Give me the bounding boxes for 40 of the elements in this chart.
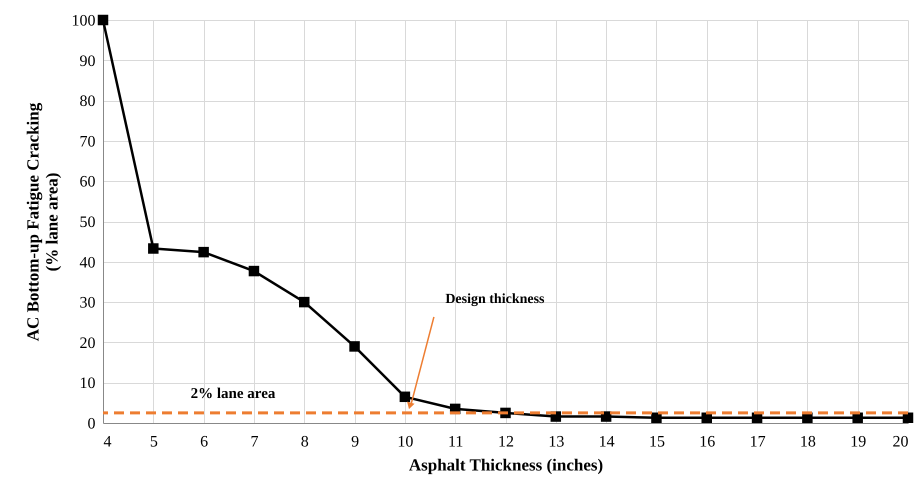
point (98, 14, 108, 26)
x-tick-label: 15 (648, 434, 665, 450)
x-tick-label: 13 (548, 434, 564, 450)
y-tick-label: 80 (80, 93, 96, 110)
x-tick-label: 14 (598, 434, 615, 450)
point (651, 412, 662, 424)
x-tick-label: 20 (892, 434, 908, 450)
x-tick-label: 16 (699, 434, 716, 450)
y-tick-label: 10 (80, 375, 96, 392)
y-tick-label: 30 (80, 294, 96, 312)
x-tick-label: 17 (750, 434, 766, 450)
x-tick-label: 6 (200, 434, 208, 450)
annotation: Design thickness (445, 292, 546, 307)
x-tick-label: 9 (351, 434, 360, 450)
point (400, 392, 410, 402)
point (248, 266, 260, 276)
y-axis-title: AC Bottom-up Fatigue Cracking (% lane area) (24, 102, 62, 342)
y-tick-label: 90 (80, 52, 96, 70)
point (148, 243, 159, 254)
point (198, 246, 209, 258)
x-tick-label: 8 (300, 434, 309, 450)
x-tick-label: 4 (104, 434, 112, 450)
y-tick-label: 0 (88, 416, 96, 432)
point (349, 341, 360, 352)
y-tick-label: 60 (80, 174, 96, 191)
x-tick-label: 10 (397, 434, 414, 450)
x-tick-label: 5 (150, 434, 158, 450)
x-tick-label: 12 (498, 434, 514, 450)
x-tick-label: 19 (850, 434, 866, 450)
x-tick-label: 18 (800, 434, 816, 450)
x-tick-label: 11 (448, 434, 464, 450)
y-tick-label: 40 (80, 254, 96, 272)
y-tick-label: 70 (80, 133, 96, 150)
y-tick-label: 100 (72, 12, 96, 30)
point (299, 296, 310, 308)
y-tick-label: 50 (80, 214, 96, 231)
y-tick-label: 20 (80, 334, 96, 352)
x-tick-label: 7 (250, 434, 258, 450)
ref-line-label: 2% lane area (190, 386, 276, 402)
x-axis-title: Asphalt Thickness (inches) (408, 456, 604, 474)
